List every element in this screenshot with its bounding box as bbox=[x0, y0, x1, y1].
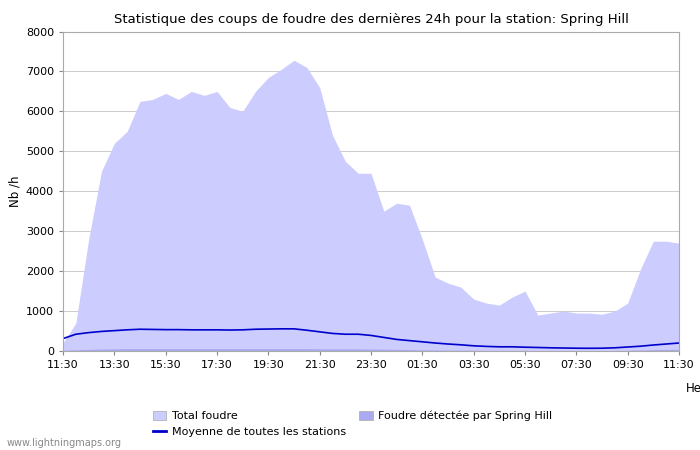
Title: Statistique des coups de foudre des dernières 24h pour la station: Spring Hill: Statistique des coups de foudre des dern… bbox=[113, 13, 629, 26]
Text: www.lightningmaps.org: www.lightningmaps.org bbox=[7, 438, 122, 448]
Y-axis label: Nb /h: Nb /h bbox=[8, 176, 22, 207]
Legend: Total foudre, Moyenne de toutes les stations, Foudre détectée par Spring Hill: Total foudre, Moyenne de toutes les stat… bbox=[148, 406, 557, 441]
Text: Heure: Heure bbox=[686, 382, 700, 395]
